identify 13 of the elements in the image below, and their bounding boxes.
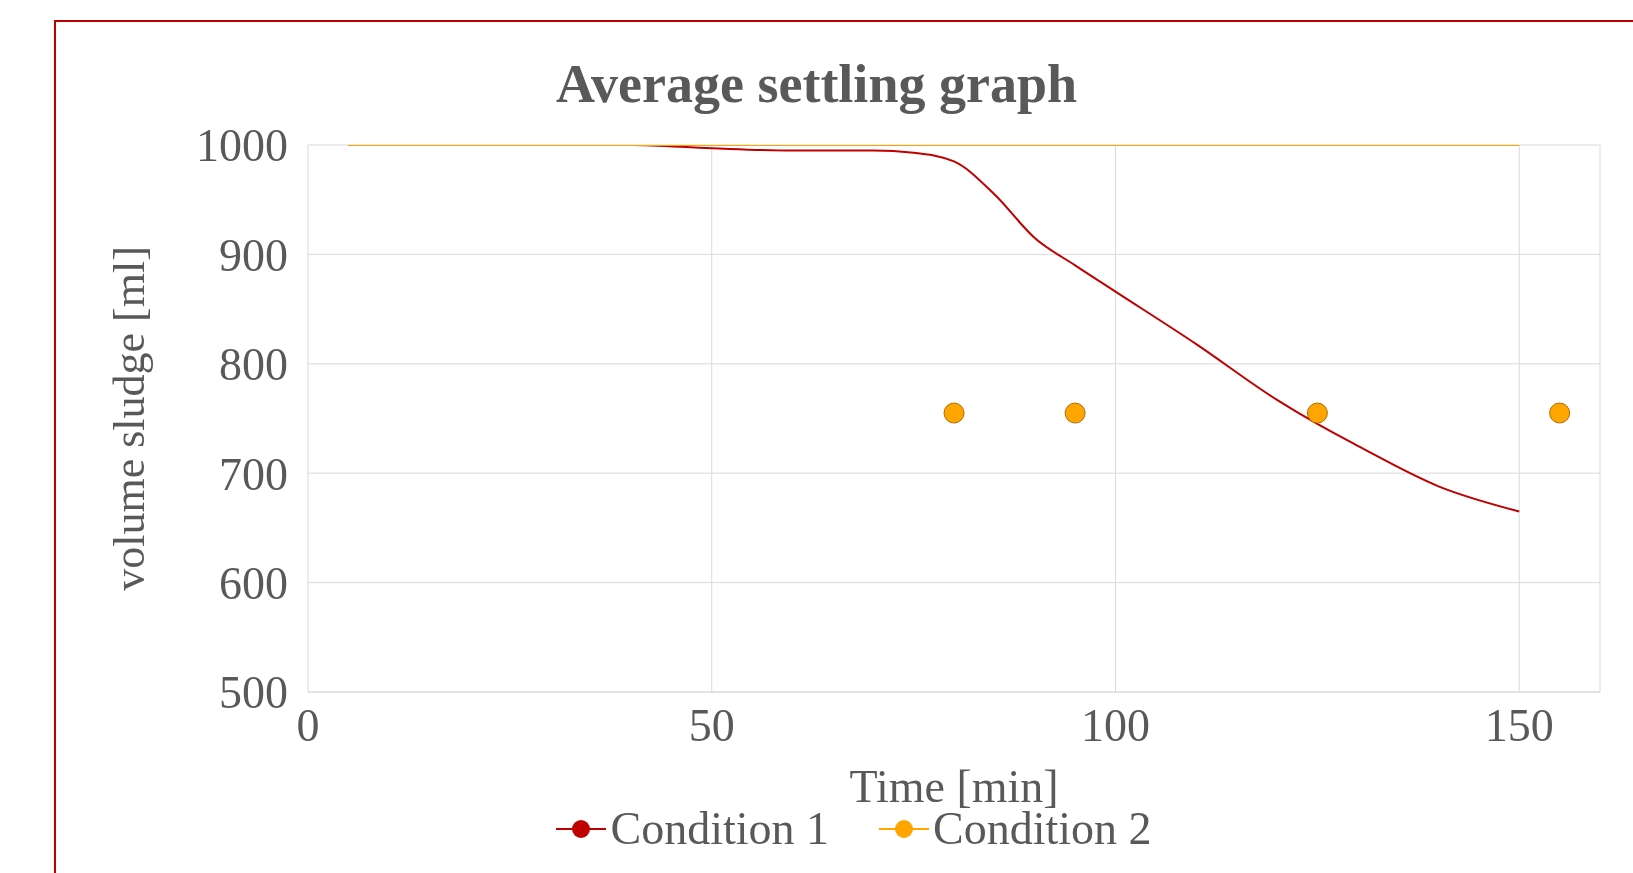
x-tick-label: 150	[1484, 699, 1554, 751]
y-tick-label: 800	[219, 339, 288, 391]
x-tick-label: 0	[296, 699, 320, 751]
y-tick-label: 900	[219, 229, 288, 281]
legend-label: Condition 1	[609, 802, 829, 855]
x-tick-label: 100	[1081, 699, 1150, 751]
chart-title: Average settling graph	[555, 53, 1078, 115]
y-tick-label: 1000	[196, 120, 288, 172]
y-tick-label: 700	[219, 448, 288, 500]
x-tick-label: 50	[688, 699, 735, 751]
y-tick-label: 600	[219, 557, 288, 609]
y-tick-label: 500	[219, 667, 288, 719]
y-axis-title: volume sludge [ml]	[104, 246, 154, 591]
